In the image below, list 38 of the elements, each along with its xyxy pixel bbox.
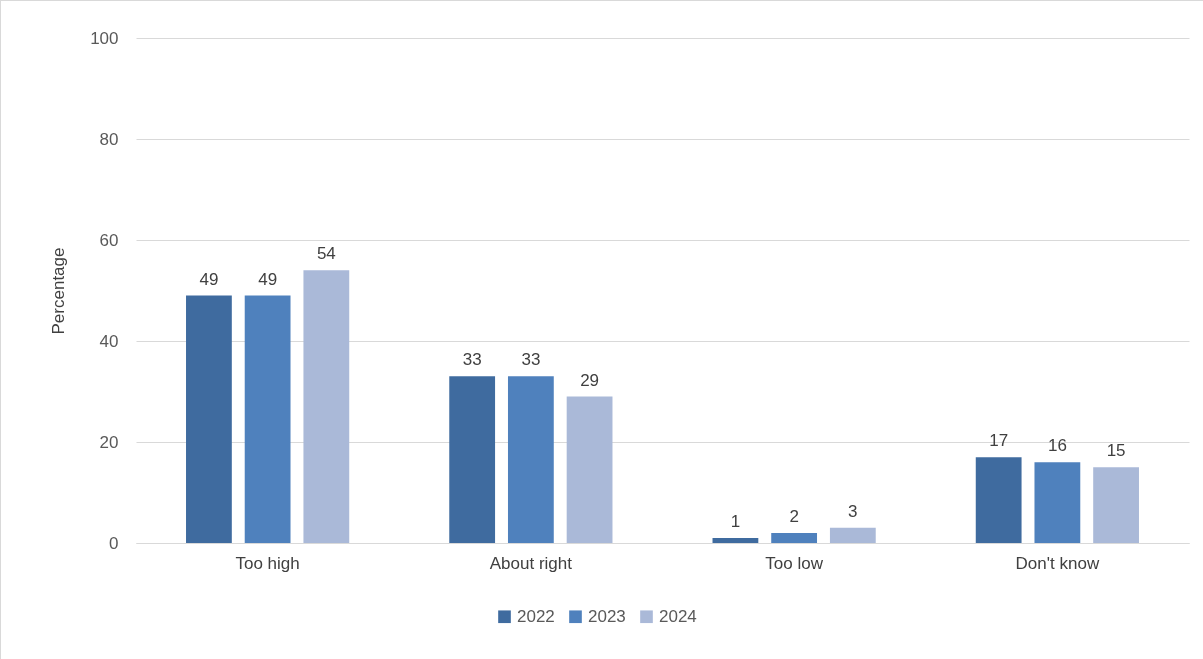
- x-tick-label: Too high: [235, 553, 300, 573]
- data-label: 49: [258, 269, 278, 289]
- data-label: 17: [989, 431, 1009, 451]
- y-tick-label: 60: [99, 230, 119, 250]
- data-label: 3: [848, 501, 858, 521]
- y-tick-label: 40: [99, 331, 119, 351]
- bar: [1093, 467, 1139, 543]
- bar: [1034, 462, 1081, 543]
- legend-label: 2022: [517, 606, 555, 626]
- bar: [507, 376, 554, 543]
- legend-label: 2023: [588, 606, 626, 626]
- bar: [303, 270, 350, 543]
- y-axis-title: Percentage: [49, 247, 69, 335]
- bar: [712, 537, 759, 543]
- data-label: 49: [199, 269, 219, 289]
- bar: [975, 457, 1022, 543]
- data-label: 1: [730, 511, 741, 531]
- data-label: 2: [789, 506, 799, 526]
- y-tick-label: 80: [99, 129, 119, 149]
- y-tick-label: 100: [90, 28, 119, 48]
- bar: [771, 532, 818, 543]
- bar: [186, 295, 232, 543]
- data-label: 54: [316, 244, 336, 264]
- y-tick-label: 20: [99, 432, 119, 452]
- bar: [449, 376, 496, 543]
- legend-label: 2024: [659, 606, 697, 626]
- data-label: 16: [1047, 436, 1067, 456]
- x-tick-label: Too low: [765, 553, 824, 573]
- bar: [566, 396, 613, 543]
- data-label: 15: [1106, 441, 1126, 461]
- data-label: 33: [462, 350, 482, 370]
- data-label: 33: [521, 350, 541, 370]
- x-tick-label: About right: [489, 553, 573, 573]
- data-label: 29: [580, 370, 600, 390]
- y-tick-label: 0: [109, 533, 119, 553]
- bar: [244, 295, 291, 543]
- x-tick-label: Don't know: [1015, 553, 1100, 573]
- bar: [829, 527, 876, 543]
